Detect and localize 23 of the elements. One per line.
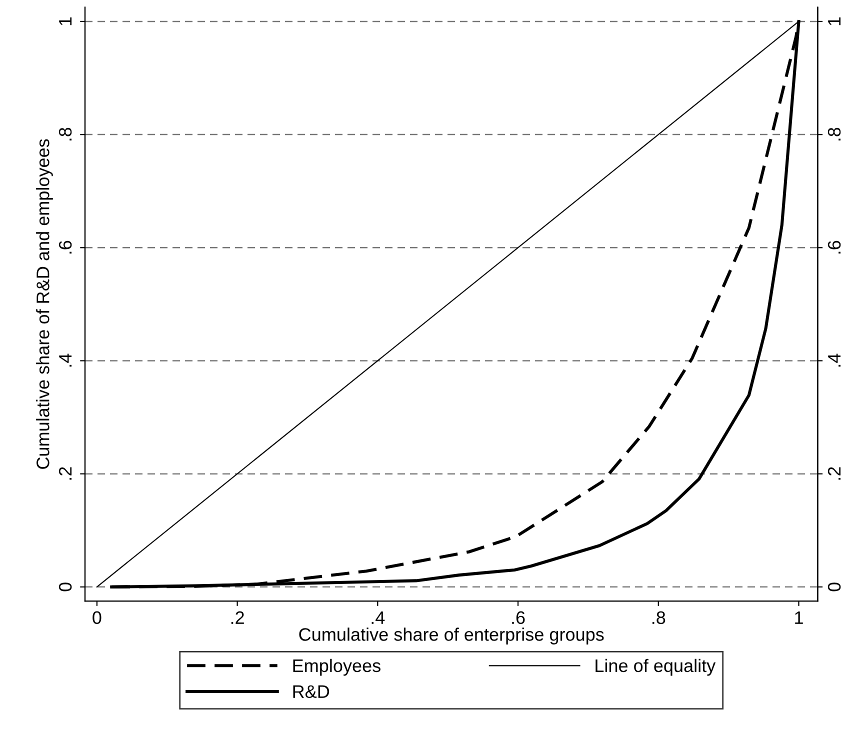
- y-tick-label: .4: [59, 354, 72, 367]
- text: Line of equality: [596, 658, 716, 676]
- x-tick-label: 0: [92, 611, 102, 624]
- legend-label: R&D: [293, 685, 330, 698]
- y2-tick-label: 1: [828, 17, 841, 26]
- y2-tick-label: .2: [828, 467, 841, 480]
- x-tick-label: 1: [795, 611, 803, 624]
- y2-tick-label: .8: [828, 128, 841, 140]
- y2-tick-label: 0: [828, 582, 841, 592]
- x-tick-label: .4: [372, 611, 385, 624]
- legend-label: Employees: [293, 658, 380, 676]
- y-axis-title: Cumulative share of R&D and employees: [36, 139, 53, 469]
- x-axis-title: Cumulative share of enterprise groups: [299, 628, 604, 644]
- x-tick-label: .2: [231, 611, 244, 624]
- y2-tick-label: .4: [828, 354, 841, 367]
- y-tick-label: .8: [58, 128, 72, 140]
- x-tick-label: .6: [512, 611, 525, 624]
- x-tick-label: .8: [652, 611, 666, 624]
- y-tick-label: 0: [58, 582, 72, 592]
- y-tick-label: .6: [58, 240, 72, 254]
- y2-tick-label: .6: [828, 240, 841, 254]
- y-tick-label: 1: [59, 17, 72, 26]
- y-tick-label: .2: [58, 467, 72, 480]
